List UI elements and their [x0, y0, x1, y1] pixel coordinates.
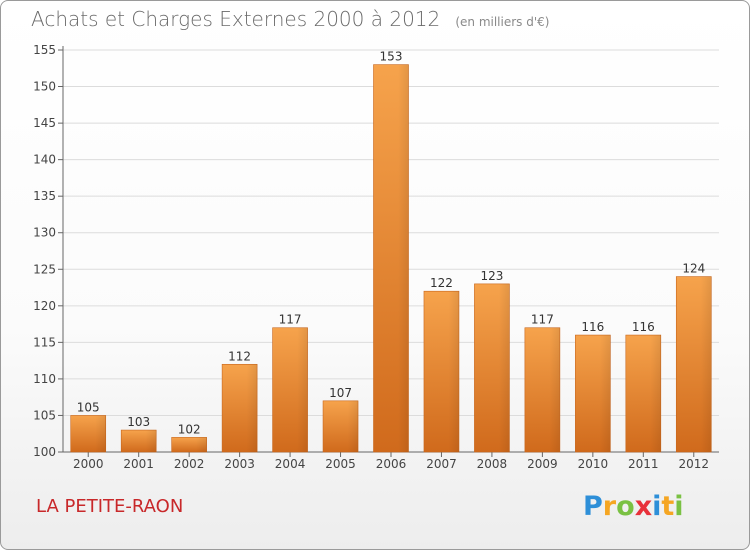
- logo-letter: i: [674, 491, 684, 522]
- y-tick-label: 145: [33, 116, 56, 130]
- bar-value-label: 116: [632, 320, 655, 334]
- y-tick-label: 125: [33, 262, 56, 276]
- logo-letter: t: [661, 491, 675, 522]
- bar-shade: [498, 283, 510, 452]
- bar-layer: [70, 64, 712, 453]
- x-tick-label: 2007: [426, 457, 457, 471]
- logo-letter: x: [634, 491, 653, 522]
- bar-shade: [549, 327, 560, 452]
- y-tick-label: 120: [33, 299, 56, 313]
- bar-value-label: 103: [127, 415, 150, 429]
- bar-shade: [599, 335, 611, 452]
- y-tick-label: 100: [33, 445, 56, 459]
- bar-shade: [246, 364, 258, 452]
- bar-shade: [448, 291, 459, 452]
- y-tick-label: 155: [33, 43, 56, 57]
- bar-shade: [700, 276, 712, 452]
- bar-value-label: 117: [279, 313, 302, 327]
- bar-value-label: 102: [178, 422, 201, 436]
- bar-value-label: 124: [682, 262, 705, 276]
- bar-value-label: 107: [329, 386, 352, 400]
- bar-shade: [297, 327, 308, 452]
- bar-value-label: 116: [581, 320, 604, 334]
- x-tick-label: 2001: [123, 457, 154, 471]
- logo-letter: i: [652, 491, 662, 522]
- title-row: Achats et Charges Externes 2000 à 2012 (…: [31, 7, 549, 31]
- y-tick-label: 105: [33, 408, 56, 422]
- bar-value-label: 123: [480, 269, 503, 283]
- x-tick-label: 2000: [73, 457, 104, 471]
- y-tick-label: 115: [33, 335, 56, 349]
- x-tick-label: 2009: [527, 457, 558, 471]
- bar-value-label: 105: [77, 400, 100, 414]
- x-tick-label: 2011: [628, 457, 659, 471]
- bar-shade: [95, 415, 106, 452]
- y-tick-label: 140: [33, 153, 56, 167]
- x-tick-label: 2002: [174, 457, 205, 471]
- y-tick-label: 150: [33, 80, 56, 94]
- x-tick-label: 2005: [325, 457, 356, 471]
- y-tick-label: 135: [33, 189, 56, 203]
- logo-letter: P: [583, 491, 603, 522]
- bar-shade: [196, 437, 207, 452]
- label-layer: 105 103 102 112 117 107 153 122 123 117 116 116 124: [77, 50, 705, 437]
- bar-value-label: 117: [531, 313, 554, 327]
- x-tick-label: 2010: [578, 457, 609, 471]
- x-tick-label: 2004: [275, 457, 306, 471]
- logo-letter: r: [602, 491, 617, 522]
- bar-value-label: 122: [430, 276, 453, 290]
- bar-shade: [650, 335, 661, 452]
- location-label: LA PETITE-RAON: [36, 496, 184, 517]
- chart-unit-note: (en milliers d'€): [455, 15, 550, 29]
- y-tick-label: 130: [33, 226, 56, 240]
- bar-shade: [347, 400, 359, 452]
- x-tick-label: 2012: [678, 457, 709, 471]
- bar-value-label: 153: [380, 50, 403, 64]
- x-tick-label: 2003: [224, 457, 255, 471]
- chart-title: Achats et Charges Externes 2000 à 2012: [31, 7, 441, 31]
- x-tick-label: 2008: [477, 457, 508, 471]
- bar-shade: [398, 64, 409, 453]
- proxiti-logo: Proxiti: [583, 491, 684, 522]
- bar-shade: [145, 430, 157, 452]
- x-tick-label: 2006: [376, 457, 407, 471]
- bar-value-label: 112: [228, 349, 251, 363]
- y-tick-label: 110: [33, 372, 56, 386]
- logo-letter: o: [616, 491, 635, 522]
